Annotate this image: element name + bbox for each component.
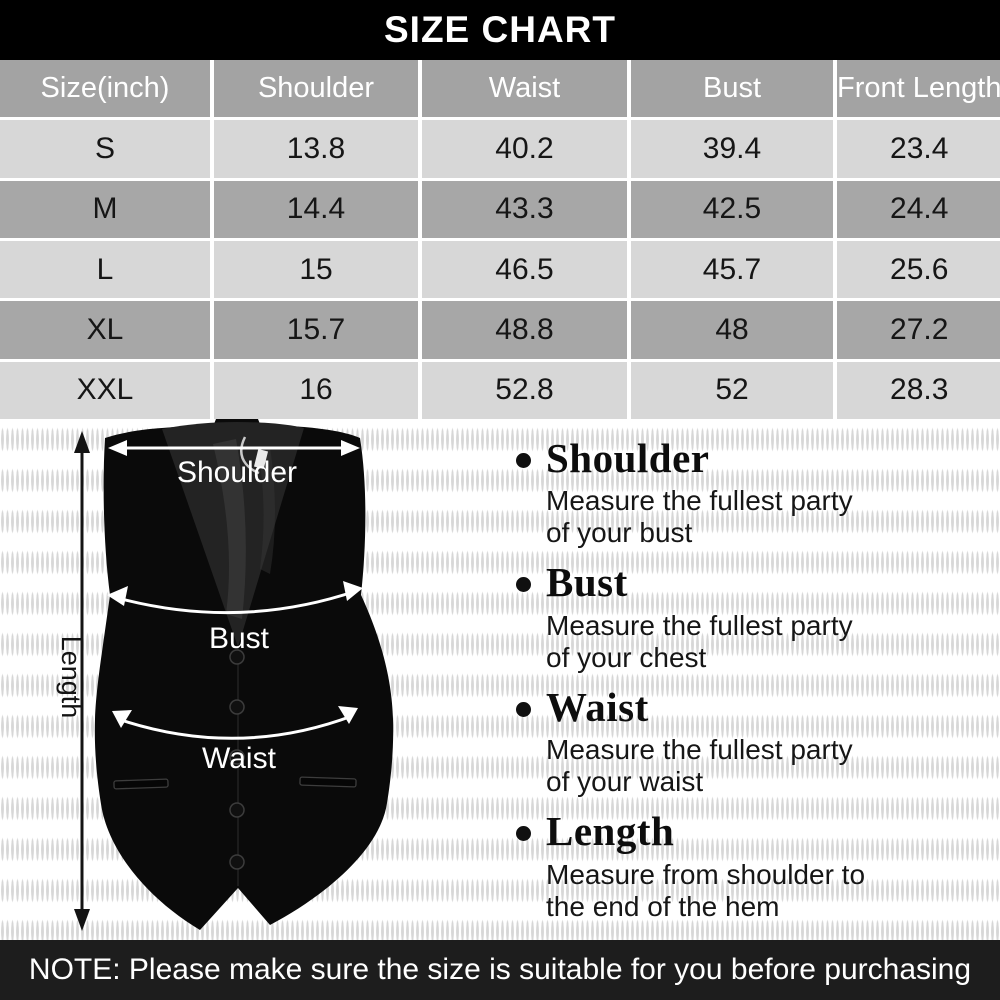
- length-arrow-icon: [74, 431, 90, 931]
- table-cell: S: [0, 120, 210, 178]
- table-cell: 42.5: [631, 180, 833, 238]
- table-cell: 52.8: [422, 361, 627, 419]
- bullet-icon: [516, 577, 531, 593]
- header-cell-front-length: Front Length: [837, 60, 1000, 118]
- top-banner: SIZE CHART: [0, 0, 1000, 60]
- header-cell-size: Size(inch): [0, 60, 210, 118]
- page-title: SIZE CHART: [384, 9, 616, 50]
- table-cell: 16: [214, 361, 418, 419]
- table-cell: 28.3: [837, 361, 1000, 419]
- table-cell: 15.7: [214, 301, 418, 359]
- table-cell: 52: [631, 361, 833, 419]
- table-cell: 15: [214, 240, 418, 299]
- table-cell: 45.7: [631, 240, 833, 299]
- guide-item-length: Length Measure from shoulder to the end …: [500, 809, 996, 922]
- length-label: Length: [56, 636, 86, 719]
- guide-description: Measure the fullest party of your chest: [546, 609, 853, 673]
- bust-arrow-icon: [107, 581, 363, 615]
- guide-item-waist: Waist Measure the fullest party of your …: [500, 683, 996, 798]
- guide-item-shoulder: Shoulder Measure the fullest party of yo…: [500, 435, 996, 549]
- table-cell: 14.4: [214, 180, 418, 238]
- table-cell: 39.4: [631, 120, 833, 178]
- right-pocket: [299, 776, 357, 788]
- measurement-guide: Shoulder Measure the fullest party of yo…: [500, 435, 996, 934]
- table-cell: 48: [631, 301, 833, 359]
- table-cell: L: [0, 240, 210, 299]
- guide-description: Measure the fullest party of your bust: [546, 485, 853, 549]
- table-cell: XL: [0, 301, 210, 359]
- note-text: NOTE: Please make sure the size is suita…: [28, 953, 972, 986]
- header-cell-bust: Bust: [631, 60, 833, 118]
- measurement-diagram-section: Length: [0, 419, 1000, 940]
- header-cell-waist: Waist: [422, 60, 627, 118]
- size-chart-table: Size(inch) Shoulder Waist Bust Front Len…: [0, 60, 1000, 419]
- hanger-hook-icon: [240, 436, 260, 475]
- table-cell: 40.2: [422, 120, 627, 178]
- note-bar: NOTE: Please make sure the size is suita…: [0, 940, 1000, 1000]
- waist-arrow-icon: [112, 706, 358, 740]
- table-cell: XXL: [0, 361, 210, 419]
- header-cell-shoulder: Shoulder: [214, 60, 418, 118]
- guide-term: Waist: [546, 683, 649, 730]
- guide-term: Shoulder: [546, 435, 710, 481]
- guide-description: Measure from shoulder to the end of the …: [546, 858, 866, 922]
- guide-term: Length: [546, 808, 675, 855]
- waist-label: Waist: [202, 742, 277, 775]
- table-cell: M: [0, 180, 210, 238]
- left-pocket: [113, 778, 169, 790]
- vest-buttons: [229, 649, 245, 870]
- guide-term: Bust: [546, 559, 628, 606]
- shoulder-arrow-icon: [108, 440, 360, 456]
- table-cell: 13.8: [214, 120, 418, 178]
- vest-illustration: Length: [56, 419, 394, 931]
- table-cell: 27.2: [837, 301, 1000, 359]
- table-cell: 25.6: [837, 240, 1000, 299]
- guide-item-bust: Bust Measure the fullest party of your c…: [500, 560, 996, 673]
- table-cell: 24.4: [837, 180, 1000, 238]
- table-cell: 48.8: [422, 301, 627, 359]
- table-cell: 46.5: [422, 240, 627, 299]
- bust-label: Bust: [209, 622, 270, 655]
- table-cell: 43.3: [422, 180, 627, 238]
- care-tag-icon: [253, 449, 269, 469]
- guide-description: Measure the fullest party of your waist: [546, 734, 853, 798]
- vest-body: [94, 419, 394, 930]
- bullet-icon: [516, 826, 531, 842]
- shoulder-label: Shoulder: [177, 456, 297, 489]
- bullet-icon: [516, 701, 531, 717]
- table-cell: 23.4: [837, 120, 1000, 178]
- bullet-icon: [516, 453, 531, 468]
